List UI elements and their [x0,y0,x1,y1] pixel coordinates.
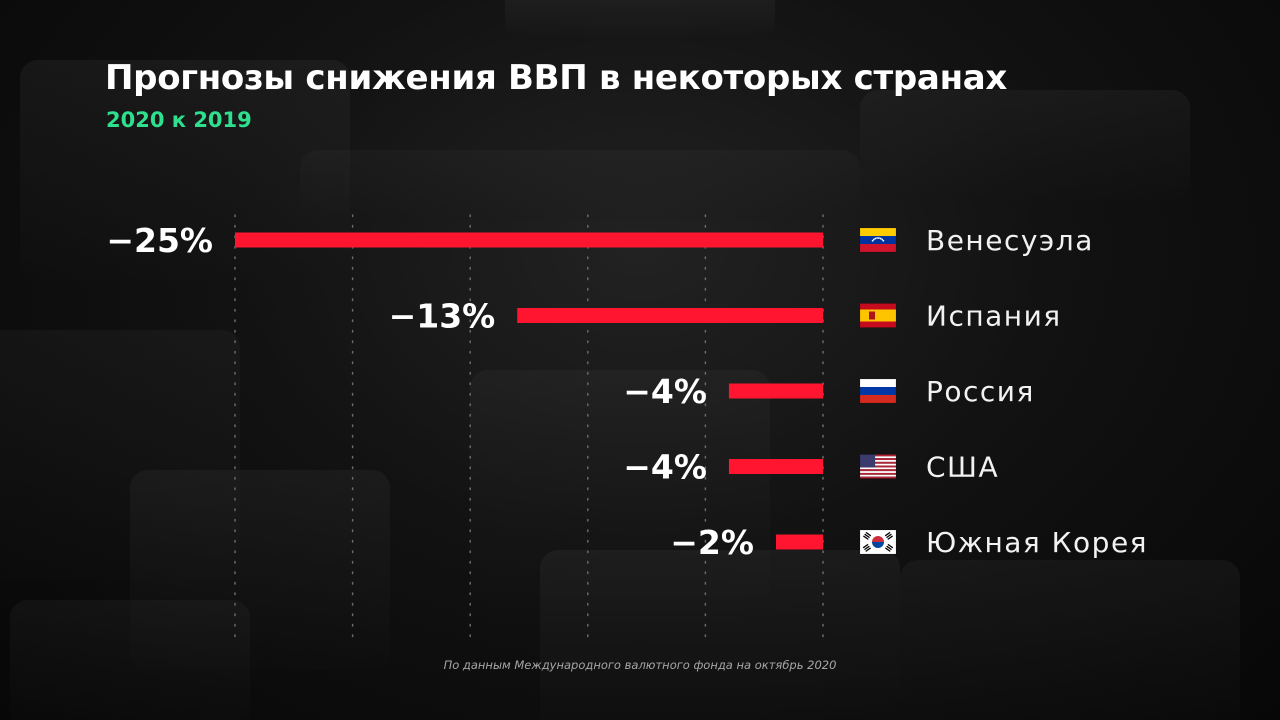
venezuela-flag [859,227,897,253]
bar-row: −4% США [623,448,999,487]
bar-value-label: −4% [623,372,707,411]
south-korea-flag [859,529,897,555]
country-label: Венесуэла [926,224,1094,257]
bar-value-label: −4% [623,448,707,487]
bar-value-label: −13% [389,297,496,336]
bar [235,232,823,248]
chart-title: Прогнозы снижения ВВП в некоторых страна… [105,58,1008,98]
usa-flag [859,454,897,479]
bar [775,534,823,550]
spain-flag [859,303,897,328]
country-label: Испания [926,300,1062,333]
country-label: Россия [926,375,1035,408]
bar-row: −4% Россия [623,372,1035,411]
source-note: По данным Международного валютного фонда… [443,658,837,672]
bar [517,308,823,323]
bar-row: −13% Испания [389,297,1062,336]
bar [728,383,823,399]
country-label: США [926,451,999,484]
bar-value-label: −2% [670,523,754,562]
chart-subtitle: 2020 к 2019 [106,108,252,132]
bar-value-label: −25% [106,221,213,260]
russia-flag [859,378,897,404]
country-label: Южная Корея [926,526,1148,559]
bar [728,459,823,474]
bar-row: −25% Венесуэла [106,221,1094,260]
bar-row: −2% Южная Корея [670,523,1148,562]
